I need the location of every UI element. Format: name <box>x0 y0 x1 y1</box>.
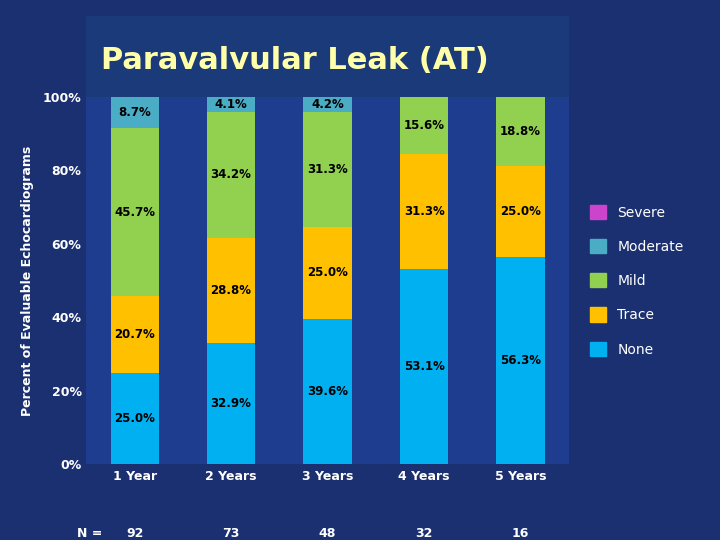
Text: 18.8%: 18.8% <box>500 125 541 138</box>
Text: 53.1%: 53.1% <box>404 360 444 373</box>
Text: 25.0%: 25.0% <box>500 205 541 218</box>
Bar <box>304 319 352 464</box>
Bar <box>497 258 545 464</box>
Bar <box>304 112 352 227</box>
Bar <box>207 97 256 112</box>
Text: 15.6%: 15.6% <box>404 119 444 132</box>
Bar <box>207 112 256 238</box>
Bar <box>400 154 448 269</box>
Text: 45.7%: 45.7% <box>114 206 155 219</box>
Text: 16: 16 <box>512 527 529 540</box>
Text: 31.3%: 31.3% <box>307 163 348 176</box>
Text: 8.7%: 8.7% <box>118 106 151 119</box>
Text: 4.1%: 4.1% <box>215 98 248 111</box>
Text: 56.3%: 56.3% <box>500 354 541 367</box>
Text: 25.0%: 25.0% <box>307 266 348 279</box>
Text: 48: 48 <box>319 527 336 540</box>
Bar <box>110 373 158 464</box>
Bar <box>497 166 545 258</box>
Bar <box>207 238 256 343</box>
Bar <box>400 97 448 154</box>
Bar <box>400 269 448 464</box>
Bar <box>207 343 256 464</box>
Bar <box>110 296 158 373</box>
Text: 39.6%: 39.6% <box>307 385 348 398</box>
Text: 32.9%: 32.9% <box>211 397 251 410</box>
Text: 4.2%: 4.2% <box>311 98 344 111</box>
Legend: Severe, Moderate, Mild, Trace, None: Severe, Moderate, Mild, Trace, None <box>585 200 688 361</box>
Text: 73: 73 <box>222 527 240 540</box>
Text: 31.3%: 31.3% <box>404 205 444 218</box>
Bar <box>110 97 158 129</box>
Text: 20.7%: 20.7% <box>114 328 155 341</box>
Text: Paravalvular Leak (AT): Paravalvular Leak (AT) <box>101 46 489 75</box>
Text: 34.2%: 34.2% <box>211 168 251 181</box>
Bar <box>497 97 545 166</box>
Bar <box>304 97 352 112</box>
Bar <box>110 129 158 296</box>
Text: 28.8%: 28.8% <box>211 284 251 297</box>
Bar <box>304 227 352 319</box>
Text: 25.0%: 25.0% <box>114 412 155 425</box>
Text: 32: 32 <box>415 527 433 540</box>
Text: N =: N = <box>77 527 102 540</box>
Text: 92: 92 <box>126 527 143 540</box>
Y-axis label: Percent of Evaluable Echocardiograms: Percent of Evaluable Echocardiograms <box>22 145 35 416</box>
